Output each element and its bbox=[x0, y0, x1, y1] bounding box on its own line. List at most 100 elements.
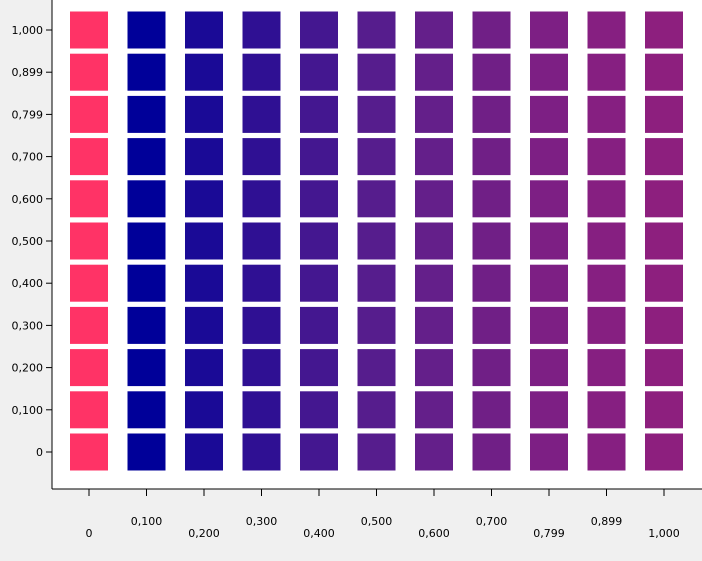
heatmap-cell bbox=[300, 433, 338, 471]
heatmap-cell bbox=[70, 11, 108, 49]
heatmap-cell bbox=[530, 264, 568, 302]
heatmap-cell bbox=[242, 11, 281, 49]
heatmap-cell bbox=[530, 180, 568, 218]
heatmap-cell bbox=[587, 264, 626, 302]
x-axis: 0 0,100 0,200 0,300 0,400 0,500 0,600 0,700 0,79… bbox=[52, 488, 702, 540]
heatmap-cell bbox=[472, 264, 511, 302]
heatmap-cell bbox=[415, 306, 453, 344]
heatmap-cell bbox=[185, 349, 223, 387]
heatmap-cell bbox=[70, 180, 108, 218]
x-tick-label: 0,200 bbox=[188, 527, 220, 540]
heatmap-cell bbox=[242, 138, 281, 176]
heatmap-cell bbox=[300, 95, 338, 133]
y-tick-label: 0,700 bbox=[12, 151, 44, 164]
heatmap-cell bbox=[242, 306, 281, 344]
x-tick-label: 0,799 bbox=[533, 527, 565, 540]
heatmap-cell bbox=[185, 11, 223, 49]
heatmap-cell bbox=[357, 53, 396, 91]
x-tick-label: 0,400 bbox=[303, 527, 335, 540]
heatmap-cell bbox=[587, 391, 626, 429]
heatmap-cell bbox=[530, 53, 568, 91]
y-tick-label: 0,100 bbox=[12, 404, 44, 417]
heatmap-cell bbox=[357, 433, 396, 471]
heatmap-cell bbox=[415, 53, 453, 91]
heatmap-cell bbox=[300, 306, 338, 344]
heatmap-cell bbox=[300, 53, 338, 91]
heatmap-cell bbox=[185, 433, 223, 471]
heatmap-cell bbox=[645, 222, 683, 260]
heatmap-cell bbox=[530, 138, 568, 176]
heatmap-cell bbox=[242, 264, 281, 302]
heatmap-cell bbox=[645, 180, 683, 218]
heatmap-cell bbox=[70, 95, 108, 133]
heatmap-cell bbox=[530, 11, 568, 49]
heatmap-cell bbox=[645, 138, 683, 176]
y-tick-label: 0,799 bbox=[12, 108, 44, 121]
heatmap-cell bbox=[415, 222, 453, 260]
heatmap-cell bbox=[645, 11, 683, 49]
heatmap-cell bbox=[415, 11, 453, 49]
x-tick-label: 0,899 bbox=[591, 515, 623, 528]
heatmap-cell bbox=[300, 391, 338, 429]
heatmap-cell bbox=[70, 349, 108, 387]
heatmap-cell bbox=[127, 391, 166, 429]
x-tick-label: 0 bbox=[86, 527, 93, 540]
heatmap-cell bbox=[70, 433, 108, 471]
heatmap-cell bbox=[357, 349, 396, 387]
heatmap-cell bbox=[185, 306, 223, 344]
heatmap-cell bbox=[357, 11, 396, 49]
heatmap-cell bbox=[357, 180, 396, 218]
heatmap-cell bbox=[472, 306, 511, 344]
heatmap-cell bbox=[530, 433, 568, 471]
heatmap-cell bbox=[127, 53, 166, 91]
heatmap-cell bbox=[242, 433, 281, 471]
heatmap-cell bbox=[415, 180, 453, 218]
heatmap-cell bbox=[70, 222, 108, 260]
y-tick-label: 0,200 bbox=[12, 362, 44, 375]
heatmap-cell bbox=[472, 11, 511, 49]
heatmap-cell bbox=[127, 433, 166, 471]
heatmap-cell bbox=[127, 180, 166, 218]
heatmap-cell bbox=[530, 95, 568, 133]
heatmap-cell bbox=[530, 222, 568, 260]
heatmap-cell bbox=[300, 264, 338, 302]
heatmap-cell bbox=[415, 349, 453, 387]
heatmap-cell bbox=[185, 138, 223, 176]
heatmap-cell bbox=[70, 53, 108, 91]
heatmap-cell bbox=[472, 433, 511, 471]
heatmap-cell bbox=[242, 53, 281, 91]
heatmap-cell bbox=[300, 222, 338, 260]
heatmap-cell bbox=[70, 138, 108, 176]
x-tick-label: 0,500 bbox=[361, 515, 393, 528]
heatmap-cell bbox=[472, 95, 511, 133]
heatmap-cell bbox=[472, 391, 511, 429]
heatmap-cell bbox=[357, 264, 396, 302]
x-tick-label: 1,000 bbox=[648, 527, 680, 540]
heatmap-cell bbox=[472, 180, 511, 218]
heatmap-cell bbox=[300, 349, 338, 387]
heatmap-cell bbox=[185, 391, 223, 429]
y-tick-label: 1,000 bbox=[12, 24, 44, 37]
heatmap-cell bbox=[300, 138, 338, 176]
heatmap-cell bbox=[357, 138, 396, 176]
heatmap-cell bbox=[415, 391, 453, 429]
heatmap-cell bbox=[70, 306, 108, 344]
heatmap-cell bbox=[415, 138, 453, 176]
y-tick-label: 0,300 bbox=[12, 319, 44, 332]
heatmap-cell bbox=[70, 264, 108, 302]
heatmap-cell bbox=[185, 222, 223, 260]
heatmap-cell bbox=[185, 95, 223, 133]
heatmap-cell bbox=[587, 53, 626, 91]
heatmap-cell bbox=[472, 222, 511, 260]
heatmap-cell bbox=[645, 391, 683, 429]
x-tick-label: 0,100 bbox=[131, 515, 163, 528]
y-tick-label: 0,600 bbox=[12, 193, 44, 206]
heatmap-cell bbox=[645, 53, 683, 91]
x-tick-label: 0,300 bbox=[246, 515, 278, 528]
heatmap-cell bbox=[472, 53, 511, 91]
heatmap-cell bbox=[645, 306, 683, 344]
y-tick-label: 0,899 bbox=[12, 66, 44, 79]
heatmap-cells bbox=[70, 11, 683, 471]
x-tick-label: 0,600 bbox=[418, 527, 450, 540]
